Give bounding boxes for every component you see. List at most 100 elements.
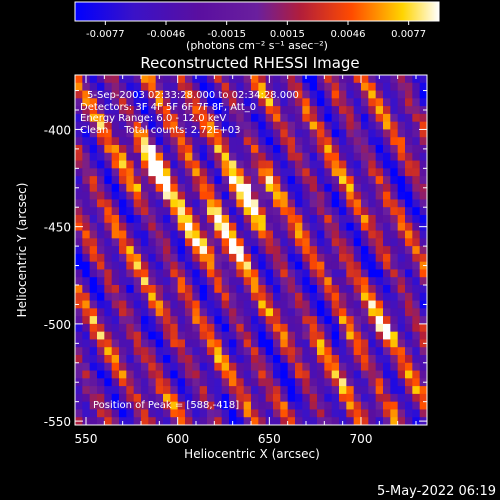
heatmap-cell xyxy=(397,269,406,278)
heatmap-cell xyxy=(75,362,83,371)
heatmap-cell xyxy=(390,285,399,294)
heatmap-cell xyxy=(375,285,384,294)
heatmap-cell xyxy=(309,285,318,294)
heatmap-cell xyxy=(126,145,135,154)
heatmap-cell xyxy=(185,90,193,99)
heatmap-cell xyxy=(199,98,208,107)
heatmap-cell xyxy=(331,90,340,99)
heatmap-cell xyxy=(148,207,157,216)
heatmap-cell xyxy=(317,90,325,99)
y-axis-label: Heliocentric Y (arcsec) xyxy=(15,183,29,318)
heatmap-cell xyxy=(214,300,223,309)
heatmap-cell xyxy=(141,75,149,84)
heatmap-cell xyxy=(265,292,274,301)
heatmap-cell xyxy=(111,323,120,333)
heatmap-cell xyxy=(397,145,406,154)
heatmap-cell xyxy=(119,401,127,410)
heatmap-cell xyxy=(163,176,171,185)
heatmap-cell xyxy=(273,323,281,333)
heatmap-cell xyxy=(75,152,83,161)
heatmap-cell xyxy=(397,222,406,231)
heatmap-cell xyxy=(309,145,318,154)
heatmap-cell xyxy=(302,207,311,216)
heatmap-cell xyxy=(383,308,391,317)
heatmap-cell xyxy=(353,75,362,84)
heatmap-cell xyxy=(104,168,113,177)
heatmap-cell xyxy=(302,145,311,154)
heatmap-cell xyxy=(185,285,193,294)
heatmap-cell xyxy=(75,277,83,286)
heatmap-cell xyxy=(302,316,311,325)
heatmap-cell xyxy=(265,207,274,216)
heatmap-cell xyxy=(243,90,252,99)
heatmap-cell xyxy=(155,222,164,231)
heatmap-cell xyxy=(229,113,237,123)
heatmap-cell xyxy=(104,106,113,115)
heatmap-cell xyxy=(243,82,252,91)
heatmap-cell xyxy=(361,393,369,403)
heatmap-cell xyxy=(170,207,179,216)
heatmap-cell xyxy=(97,393,105,403)
heatmap-cell xyxy=(331,261,340,270)
heatmap-cell xyxy=(383,121,391,130)
heatmap-cell xyxy=(75,137,83,146)
heatmap-cell xyxy=(419,215,428,224)
heatmap-cell xyxy=(207,121,215,130)
heatmap-cell xyxy=(361,292,369,301)
heatmap-cell xyxy=(309,370,318,379)
heatmap-cell xyxy=(265,246,274,255)
heatmap-cell xyxy=(361,183,369,193)
heatmap-cell xyxy=(251,98,259,107)
heatmap-cell xyxy=(141,90,149,99)
heatmap-cell xyxy=(192,222,201,231)
heatmap-cell xyxy=(97,300,105,309)
plot-area: 5-Sep-2003 02:33:28.000 to 02:34:28.000 … xyxy=(74,74,428,426)
heatmap-cell xyxy=(163,98,171,107)
heatmap-cell xyxy=(317,285,325,294)
heatmap-cell xyxy=(221,355,230,364)
heatmap-cell xyxy=(302,215,311,224)
heatmap-cell xyxy=(405,113,413,123)
heatmap-cell xyxy=(346,308,355,317)
heatmap-cell xyxy=(375,129,384,138)
heatmap-cell xyxy=(251,323,259,333)
colorbar: -0.0077 -0.0046 -0.0015 0.0015 0.0046 0.0077 … xyxy=(74,1,440,52)
heatmap-cell xyxy=(302,98,311,107)
heatmap-cell xyxy=(324,370,333,379)
heatmap-cell xyxy=(229,269,237,278)
heatmap-cell xyxy=(280,417,289,426)
heatmap-cell xyxy=(229,386,237,395)
heatmap-cell xyxy=(75,316,83,325)
heatmap-cell xyxy=(353,82,362,91)
heatmap-cell xyxy=(207,316,215,325)
heatmap-cell xyxy=(97,409,105,418)
heatmap-cell xyxy=(221,285,230,294)
heatmap-cell xyxy=(309,191,318,200)
heatmap-cell xyxy=(353,292,362,301)
heatmap-cell xyxy=(251,121,259,130)
heatmap-cell xyxy=(405,222,413,231)
heatmap-cell xyxy=(390,417,399,426)
heatmap-cell xyxy=(251,393,259,403)
heatmap-cell xyxy=(126,191,135,200)
heatmap-cell xyxy=(170,417,179,426)
heatmap-cell xyxy=(375,145,384,154)
heatmap-cell xyxy=(346,75,355,84)
heatmap-cell xyxy=(397,339,406,348)
heatmap-cell xyxy=(214,121,223,130)
heatmap-cell xyxy=(192,355,201,364)
heatmap-cell xyxy=(412,378,421,387)
heatmap-cell xyxy=(214,331,223,340)
heatmap-cell xyxy=(126,323,135,333)
heatmap-cell xyxy=(141,121,149,130)
heatmap-cell xyxy=(295,98,303,107)
heatmap-cell xyxy=(185,82,193,91)
heatmap-cell xyxy=(361,152,369,161)
heatmap-cell xyxy=(339,90,347,99)
heatmap-cell xyxy=(75,207,83,216)
heatmap-cell xyxy=(133,160,142,169)
heatmap-cell xyxy=(346,370,355,379)
heatmap-cell xyxy=(346,215,355,224)
y-tick-label: -500 xyxy=(44,318,71,332)
heatmap-cell xyxy=(324,106,333,115)
